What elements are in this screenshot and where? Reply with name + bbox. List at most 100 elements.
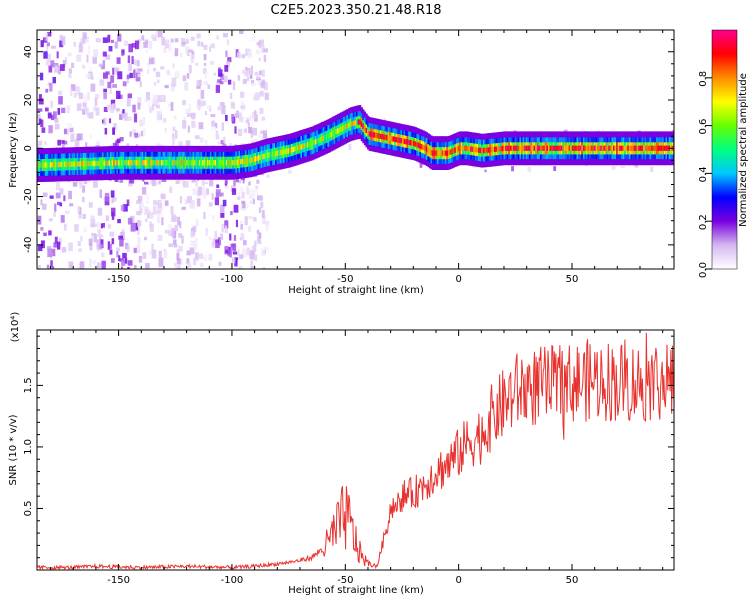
spectrogram-cell	[505, 145, 508, 151]
spectrogram-cell	[212, 238, 215, 246]
spectrogram-cell	[195, 160, 198, 166]
spectrogram-cell	[57, 108, 61, 115]
spectrogram-cell	[39, 72, 44, 81]
spectrogram-cell	[229, 92, 233, 99]
spectrogram-cell	[91, 160, 94, 167]
spectrogram-cell	[428, 148, 432, 154]
spectrogram-cell	[99, 234, 104, 238]
spectrogram-cell	[168, 103, 173, 107]
spectrogram-cell	[173, 51, 177, 57]
spectrogram-cell	[234, 258, 238, 263]
spectrogram-cell	[61, 107, 66, 114]
spectrogram-cell	[330, 131, 333, 138]
spectrogram-cell	[452, 148, 455, 154]
spectrogram-cell	[254, 110, 257, 116]
spectrogram-cell	[38, 162, 41, 168]
spectrogram-cell	[123, 112, 128, 121]
spectrogram-cell	[195, 219, 199, 226]
spectrogram-cell	[151, 243, 154, 253]
spectrogram-cell	[148, 211, 154, 219]
spectrogram-cell	[261, 248, 265, 256]
spectrogram-cell	[45, 60, 50, 66]
spectrogram-cell	[182, 75, 187, 82]
spectrogram-cell	[137, 97, 142, 106]
spectrogram-cell	[83, 94, 87, 103]
spectrogram-cell	[221, 122, 224, 131]
spectrogram-cell	[114, 160, 117, 166]
spectrogram-cell	[137, 68, 143, 72]
spectrogram-cell	[340, 126, 343, 132]
spectrogram-cell	[234, 261, 238, 267]
spectrogram-cell	[210, 43, 215, 49]
spectrogram-cell	[242, 201, 246, 209]
spectrogram-cell	[52, 248, 56, 257]
spectrogram-cell	[309, 141, 313, 147]
spectrogram-cell	[55, 118, 59, 123]
spectrogram-cell	[625, 145, 628, 151]
spectrogram-cell	[522, 145, 525, 151]
spectrogram-cell	[263, 153, 267, 159]
spectrogram-cell	[151, 57, 155, 65]
spectrogram-cell	[250, 265, 255, 269]
spectrogram-cell	[77, 241, 81, 247]
spectrogram-ylabel: Frequency (Hz)	[8, 112, 19, 188]
spectrogram-cell	[122, 160, 125, 166]
spectrogram-cell	[61, 247, 67, 253]
spectrogram-cell	[161, 37, 165, 46]
spectrogram-cell	[457, 146, 460, 152]
spectrogram-cell	[71, 161, 75, 167]
spectrogram-cell	[233, 204, 239, 213]
spectrogram-cell	[148, 101, 151, 109]
spectrogram-cell	[212, 215, 215, 220]
spectrogram-cell	[144, 98, 148, 103]
spectrogram-cell	[45, 88, 49, 93]
spectrogram-cell	[425, 146, 428, 152]
spectrogram-cell	[81, 38, 86, 44]
spectrogram-cell	[95, 107, 100, 116]
spectrogram-cell	[73, 161, 76, 167]
spectrogram-cell	[225, 114, 228, 122]
spectrogram-cell	[392, 136, 395, 142]
spectrogram-cell	[79, 261, 85, 269]
spectrogram-cell	[386, 135, 389, 141]
spectrogram-cell	[241, 248, 247, 258]
spectrogram-cell	[495, 146, 498, 152]
spectrogram-cell	[424, 145, 427, 151]
spectrogram-cell	[98, 160, 102, 166]
spectrogram-cell	[63, 224, 67, 231]
spectrogram-cell	[157, 30, 163, 38]
spectrogram-cell	[199, 137, 204, 143]
spectrogram-y-tick-label: 40	[23, 45, 34, 58]
spectrogram-cell	[501, 145, 505, 152]
spectrogram-cell	[207, 84, 210, 89]
spectrogram-cell	[146, 160, 149, 166]
spectrogram-cell	[109, 243, 112, 249]
spectrogram-cell	[448, 150, 451, 156]
spectrogram-cell	[135, 222, 139, 231]
spectrogram-cell	[233, 177, 236, 187]
spectrogram-cell	[201, 178, 205, 186]
spectrogram-cell	[194, 252, 199, 261]
spectrogram-cell	[236, 159, 240, 165]
spectrogram-cell	[126, 245, 130, 252]
spectrogram-cell	[375, 132, 378, 138]
spectrogram-cell	[294, 146, 297, 152]
spectrogram-cell	[226, 39, 230, 46]
spectrogram-cell	[251, 80, 255, 85]
spectrogram-cell	[219, 81, 224, 85]
spectrogram-cell	[265, 221, 270, 226]
spectrogram-cell	[260, 45, 265, 53]
spectrogram-cell	[57, 241, 61, 250]
spectrogram-cell	[43, 192, 48, 197]
spectrogram-cell	[443, 150, 446, 156]
spectrogram-cell	[302, 143, 305, 150]
spectrogram-cell	[192, 178, 196, 183]
spectrogram-cell	[85, 73, 91, 79]
spectrogram-cell	[454, 147, 457, 153]
spectrogram-cell	[109, 88, 112, 94]
spectrogram-cell	[92, 260, 96, 265]
spectrogram-cell	[475, 147, 478, 153]
spectrogram-cell	[173, 160, 176, 166]
spectrogram-cell	[227, 160, 230, 166]
spectrogram-cell	[646, 145, 649, 151]
